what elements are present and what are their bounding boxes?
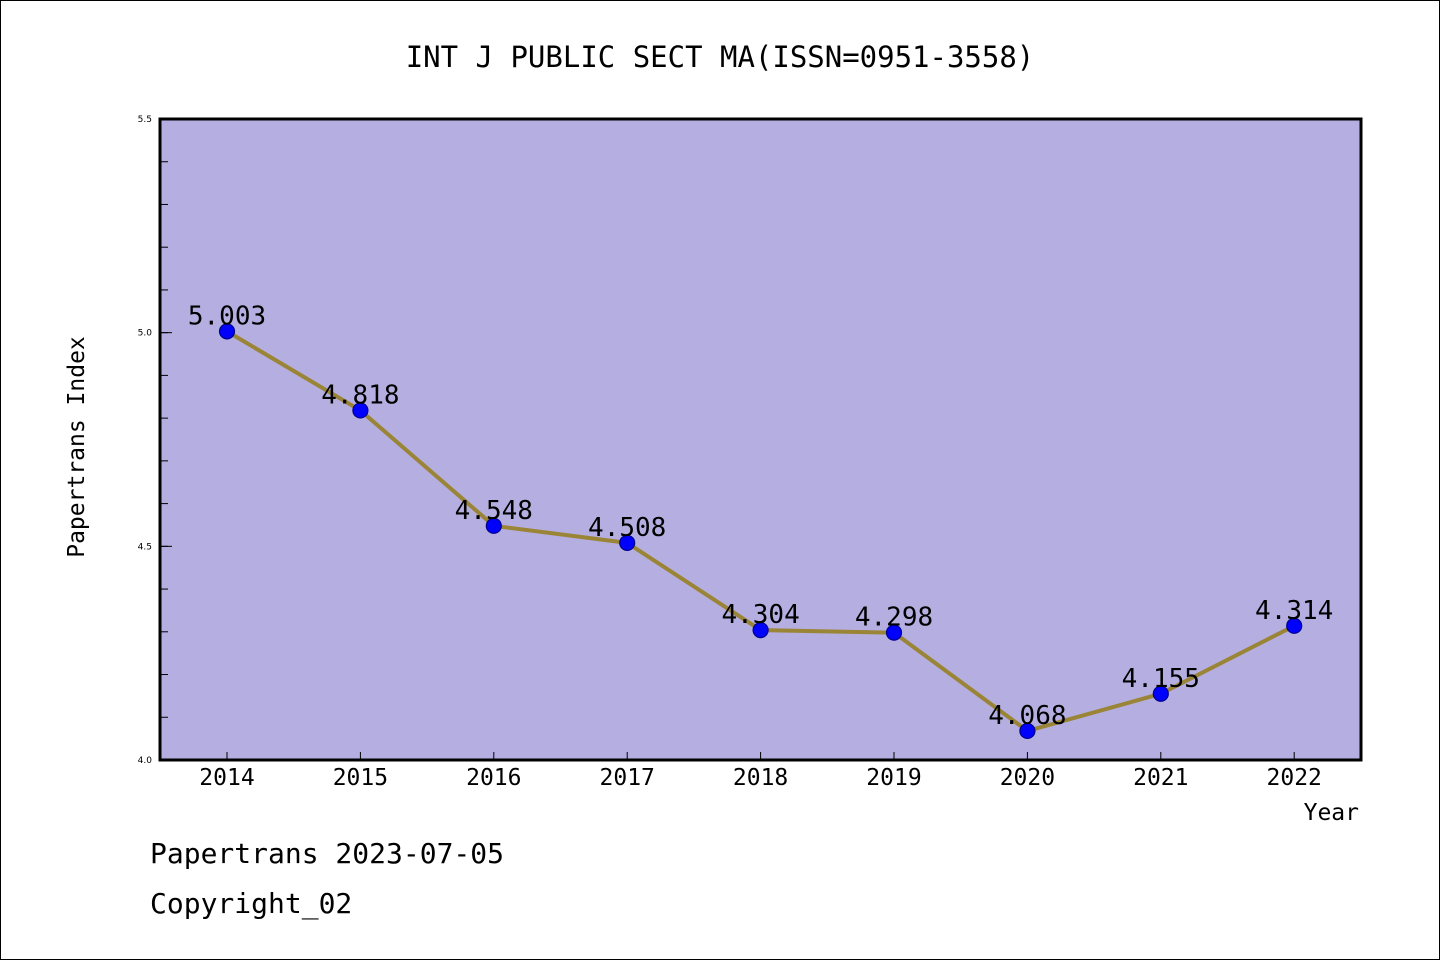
data-point (352, 402, 369, 419)
y-axis-label: Papertrans Index (64, 336, 90, 558)
x-tick-label: 2016 (466, 765, 521, 791)
data-label: 4.548 (455, 496, 533, 526)
y-tick-label: 5.5 (138, 115, 152, 125)
chart-title: INT J PUBLIC SECT MA(ISSN=0951-3558) (406, 40, 1035, 74)
x-tick-label: 2021 (1133, 765, 1188, 791)
x-tick-label: 2020 (1000, 765, 1055, 791)
data-label: 4.314 (1255, 596, 1333, 626)
data-label: 4.508 (588, 513, 666, 543)
x-tick-label: 2015 (333, 765, 388, 791)
x-tick-label: 2017 (600, 765, 655, 791)
data-label: 4.298 (855, 603, 933, 633)
x-tick-label: 2022 (1267, 765, 1322, 791)
data-point (885, 624, 903, 641)
x-axis-label: Year (1304, 800, 1359, 826)
x-axis: 2014 2015 2016 2017 2018 2019 2020 2021 2022 (199, 752, 1322, 791)
data-labels: 5.003 4.818 4.548 4.508 4.304 4.298 4.068 4.155… (188, 301, 1333, 731)
data-point (218, 323, 236, 340)
data-label: 4.068 (988, 701, 1066, 731)
footer-copyright: Copyright_02 (150, 887, 352, 921)
data-label: 4.818 (321, 380, 399, 410)
plot-border (158, 117, 1363, 762)
series-layer (218, 323, 1303, 740)
data-point (619, 534, 636, 552)
data-point (1019, 722, 1036, 740)
data-point (1286, 617, 1303, 634)
footer-date: Papertrans 2023-07-05 (150, 837, 504, 870)
x-tick-label: 2019 (866, 765, 921, 791)
data-label: 4.155 (1122, 664, 1200, 694)
y-tick-label: 5.0 (138, 329, 153, 339)
data-point (485, 517, 502, 534)
data-point (752, 621, 769, 639)
x-tick-label: 2018 (733, 765, 788, 791)
y-tick-label: 4.0 (138, 756, 153, 766)
plot-area (160, 119, 1361, 760)
data-label: 5.003 (188, 301, 266, 331)
data-point (1152, 685, 1169, 702)
x-tick-label: 2014 (199, 765, 254, 791)
y-tick-label: 4.5 (138, 542, 152, 552)
data-label: 4.304 (721, 600, 799, 630)
